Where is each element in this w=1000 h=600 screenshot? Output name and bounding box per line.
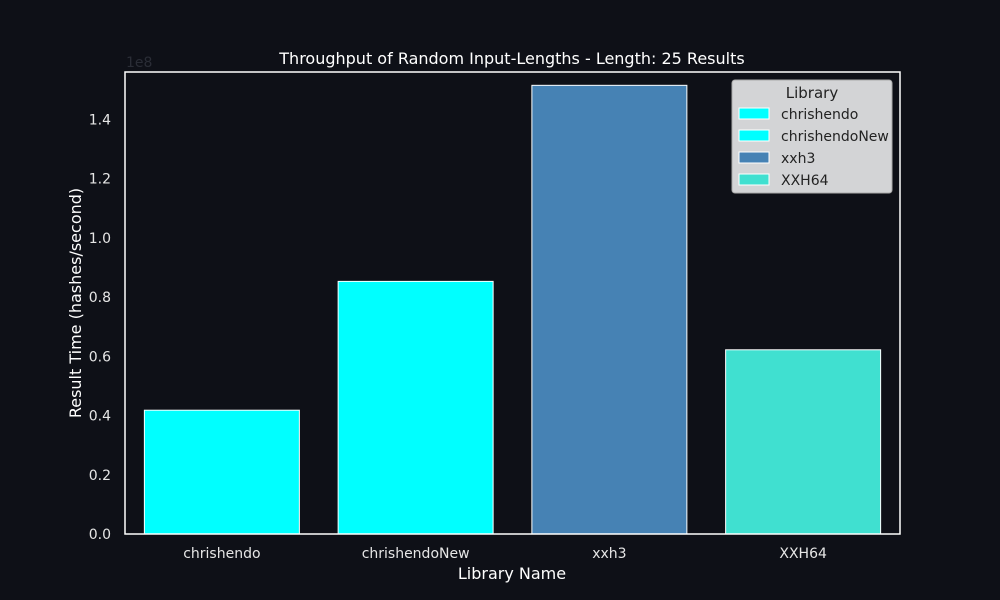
y-tick-label: 0.8 [89, 290, 111, 306]
legend-box [731, 79, 893, 194]
legend-title: Library [786, 84, 839, 102]
x-tick-label: chrishendoNew [362, 546, 470, 562]
bar-xxh3 [531, 84, 688, 535]
y-tick-label: 0.4 [89, 409, 111, 425]
legend-entries: chrishendo chrishendoNew xxh3 XXH64 [738, 107, 889, 189]
legend-label: chrishendoNew [781, 129, 889, 145]
legend-label: xxh3 [781, 151, 815, 167]
legend-label: XXH64 [781, 173, 829, 189]
plot-frame [124, 71, 901, 535]
y-axis-label: Result Time (hashes/second) [66, 188, 85, 418]
bar-chrishendo [143, 409, 300, 535]
bars-group [143, 84, 882, 535]
bar-xxh64 [725, 349, 882, 535]
y-axis-offset-label: 1e8 [126, 55, 152, 71]
legend-label: chrishendo [781, 107, 858, 123]
y-tick-label: 0.6 [89, 349, 111, 365]
y-tick-label: 1.0 [89, 231, 111, 247]
legend-swatch [738, 107, 770, 120]
legend-swatch [738, 173, 770, 186]
x-tick-label: xxh3 [592, 546, 626, 562]
y-tick-label: 0.2 [89, 468, 111, 484]
x-tick-label: XXH64 [779, 546, 827, 562]
x-axis-ticks: chrishendo chrishendoNew xxh3 XXH64 [183, 546, 827, 562]
legend-swatch [738, 129, 770, 142]
y-tick-label: 1.4 [89, 112, 111, 128]
legend: Library chrishendo chrishendoNew xxh3 XXH64 [731, 79, 893, 194]
y-axis-ticks: 0.0 0.2 0.4 0.6 0.8 1.0 1.2 1.4 [89, 112, 111, 543]
y-tick-label: 1.2 [89, 172, 111, 188]
y-tick-label: 0.0 [89, 527, 111, 543]
x-axis-label: Library Name [458, 564, 566, 583]
bar-chrishendonew [337, 280, 494, 535]
chart-title: Throughput of Random Input-Lengths - Len… [278, 49, 744, 68]
x-tick-label: chrishendo [183, 546, 260, 562]
legend-swatch [738, 151, 770, 164]
